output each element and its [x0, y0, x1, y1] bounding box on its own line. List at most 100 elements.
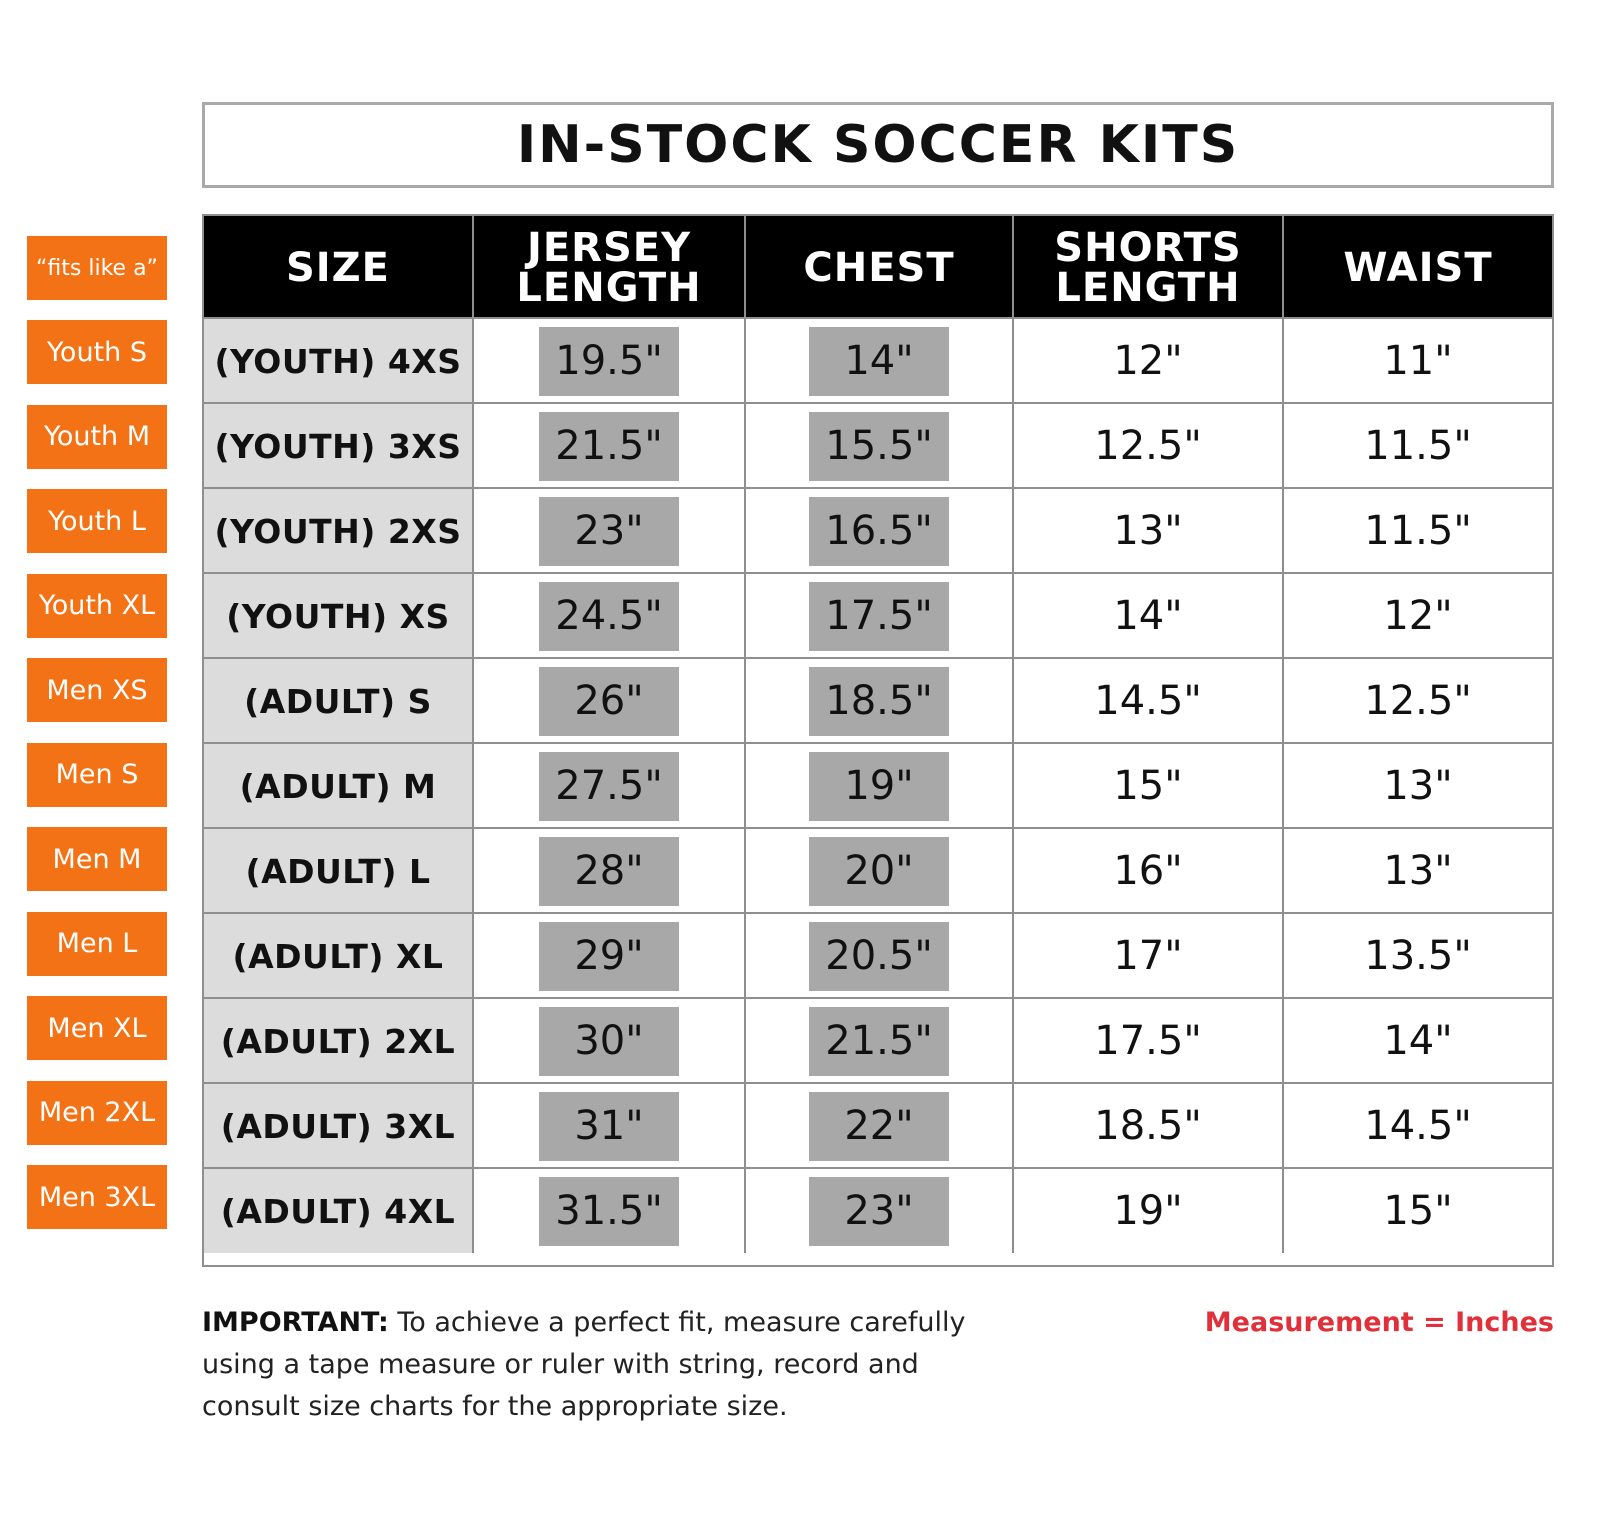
cell-value: 14.5" — [1094, 678, 1202, 724]
column-header-waist: WAIST — [1343, 244, 1493, 291]
fits-like-tag: Men XL — [27, 996, 167, 1060]
size-cell: (ADULT) 2XL — [204, 999, 474, 1083]
cell-value: (ADULT) L — [245, 851, 431, 891]
fits-like-tag: Men L — [27, 911, 167, 976]
jersey-length-cell: 23" — [474, 489, 746, 573]
shorts-length-cell: 19" — [1014, 1169, 1284, 1253]
size-cell: (ADULT) 3XL — [204, 1084, 474, 1168]
cell-value: 13.5" — [1364, 933, 1472, 979]
jersey-length-cell: 29" — [474, 914, 746, 998]
highlight-value: 31.5" — [539, 1176, 679, 1246]
cell-value: (ADULT) M — [239, 766, 437, 806]
jersey-length-cell: 27.5" — [474, 744, 746, 828]
jersey-length-cell: 31" — [474, 1084, 746, 1168]
highlight-value: 21.5" — [539, 411, 679, 481]
cell-value: (ADULT) 2XL — [220, 1021, 456, 1061]
chest-cell: 23" — [746, 1169, 1014, 1253]
highlight-value: 30" — [539, 1006, 679, 1076]
page-title: IN-STOCK SOCCER KITS — [516, 115, 1240, 175]
chest-cell: 14" — [746, 319, 1014, 403]
important-label: IMPORTANT: — [202, 1307, 389, 1338]
cell-value: 14" — [1383, 1018, 1453, 1064]
fits-like-header: “fits like a” — [27, 236, 167, 300]
cell-value: 15" — [1383, 1188, 1453, 1234]
jersey-length-cell: 21.5" — [474, 404, 746, 488]
column-header-shorts-length: SHORTS LENGTH — [1014, 216, 1284, 319]
important-note: IMPORTANT: To achieve a perfect fit, mea… — [202, 1302, 1022, 1428]
highlight-value: 19.5" — [539, 326, 679, 396]
size-cell: (YOUTH) 2XS — [204, 489, 474, 573]
highlight-value: 31" — [539, 1091, 679, 1161]
cell-value: (ADULT) 4XL — [220, 1191, 456, 1231]
size-cell: (ADULT) XL — [204, 914, 474, 998]
cell-value: (YOUTH) 2XS — [214, 511, 462, 551]
size-chart-table: SIZE JERSEY LENGTH CHEST SHORTS LENGTH WAI… — [202, 214, 1554, 1267]
fits-like-tag: Men 2XL — [27, 1080, 167, 1145]
cell-value: 17" — [1113, 933, 1183, 979]
waist-cell: 13" — [1284, 744, 1552, 828]
highlight-value: 22" — [809, 1091, 949, 1161]
shorts-length-cell: 12" — [1014, 319, 1284, 403]
table-row: (ADULT) M 27.5" 19" 15" 13" — [204, 742, 1552, 828]
jersey-length-cell: 26" — [474, 659, 746, 743]
cell-value: 15" — [1113, 763, 1183, 809]
important-text: To achieve a perfect fit, measure carefu… — [202, 1307, 966, 1422]
cell-value: (YOUTH) 3XS — [214, 426, 462, 466]
fits-like-tag: Men XS — [27, 658, 167, 722]
size-cell: (ADULT) 4XL — [204, 1169, 474, 1253]
shorts-length-cell: 15" — [1014, 744, 1284, 828]
jersey-length-cell: 19.5" — [474, 319, 746, 403]
shorts-length-cell: 12.5" — [1014, 404, 1284, 488]
title-box: IN-STOCK SOCCER KITS — [202, 102, 1554, 188]
highlight-value: 20" — [809, 836, 949, 906]
fits-like-tag: Youth L — [27, 489, 167, 553]
size-cell: (ADULT) M — [204, 744, 474, 828]
shorts-length-cell: 14" — [1014, 574, 1284, 658]
cell-value: 12.5" — [1094, 423, 1202, 469]
table-row: (ADULT) 4XL 31.5" 23" 19" 15" — [204, 1167, 1552, 1253]
highlight-value: 14" — [809, 326, 949, 396]
shorts-length-cell: 17" — [1014, 914, 1284, 998]
chest-cell: 20.5" — [746, 914, 1014, 998]
size-cell: (YOUTH) 3XS — [204, 404, 474, 488]
waist-cell: 13" — [1284, 829, 1552, 913]
chest-cell: 21.5" — [746, 999, 1014, 1083]
cell-value: (ADULT) XL — [232, 936, 444, 976]
highlight-value: 18.5" — [809, 666, 949, 736]
column-header-jersey-length: JERSEY LENGTH — [474, 216, 746, 319]
cell-value: 11.5" — [1364, 423, 1472, 469]
table-row: (YOUTH) 2XS 23" 16.5" 13" 11.5" — [204, 487, 1552, 573]
waist-cell: 11.5" — [1284, 489, 1552, 573]
table-row: (ADULT) XL 29" 20.5" 17" 13.5" — [204, 912, 1552, 998]
cell-value: 19" — [1113, 1188, 1183, 1234]
highlight-value: 16.5" — [809, 496, 949, 566]
shorts-length-cell: 18.5" — [1014, 1084, 1284, 1168]
column-header-chest: CHEST — [746, 216, 1014, 319]
shorts-length-cell: 13" — [1014, 489, 1284, 573]
fits-like-tag: Youth S — [27, 320, 167, 384]
waist-cell: 11.5" — [1284, 404, 1552, 488]
table-row: (ADULT) S 26" 18.5" 14.5" 12.5" — [204, 657, 1552, 743]
size-cell: (ADULT) S — [204, 659, 474, 743]
highlight-value: 21.5" — [809, 1006, 949, 1076]
waist-cell: 15" — [1284, 1169, 1552, 1253]
chest-cell: 19" — [746, 744, 1014, 828]
cell-value: (YOUTH) XS — [226, 596, 450, 636]
jersey-length-cell: 24.5" — [474, 574, 746, 658]
measurement-unit-note: Measurement = Inches — [1204, 1307, 1554, 1338]
waist-cell: 12.5" — [1284, 659, 1552, 743]
highlight-value: 24.5" — [539, 581, 679, 651]
highlight-value: 23" — [809, 1176, 949, 1246]
shorts-length-cell: 14.5" — [1014, 659, 1284, 743]
cell-value: 12" — [1113, 338, 1183, 384]
waist-cell: 12" — [1284, 574, 1552, 658]
cell-value: (ADULT) 3XL — [220, 1106, 456, 1146]
cell-value: 11" — [1383, 338, 1453, 384]
chest-cell: 18.5" — [746, 659, 1014, 743]
cell-value: 14.5" — [1364, 1103, 1472, 1149]
highlight-value: 15.5" — [809, 411, 949, 481]
size-cell: (YOUTH) 4XS — [204, 319, 474, 403]
table-header-row: SIZE JERSEY LENGTH CHEST SHORTS LENGTH WAI… — [204, 216, 1552, 319]
waist-cell: 13.5" — [1284, 914, 1552, 998]
highlight-value: 28" — [539, 836, 679, 906]
